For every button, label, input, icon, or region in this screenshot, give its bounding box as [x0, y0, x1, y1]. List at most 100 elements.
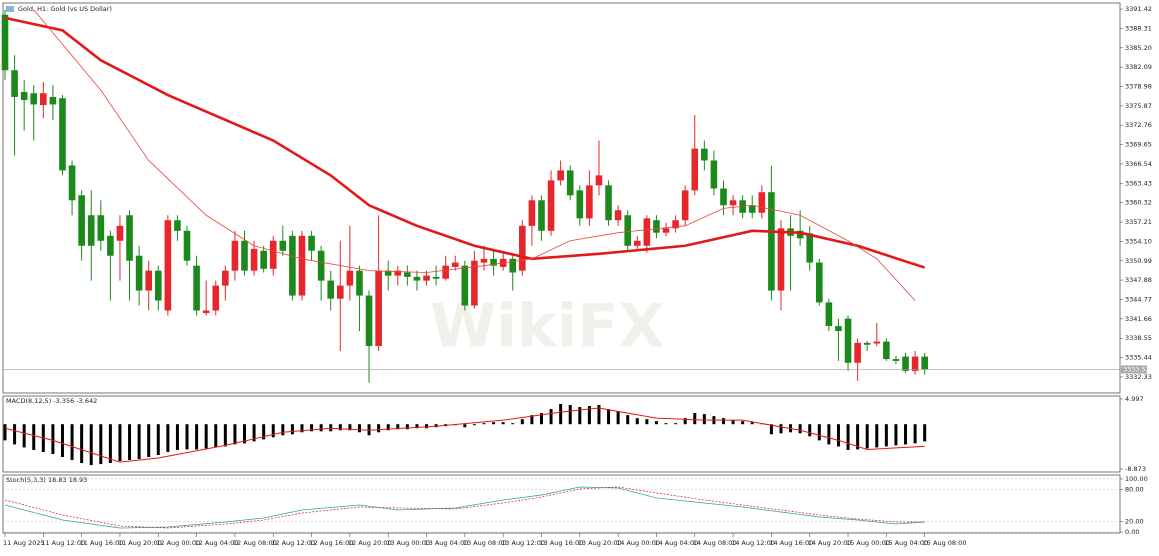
candle-body	[413, 276, 421, 281]
indicator-line	[4, 486, 925, 529]
candle-body	[480, 258, 488, 263]
indicator-line	[4, 16, 926, 269]
macd-bar	[405, 424, 409, 430]
macd-bar	[329, 424, 333, 432]
macd-bar	[875, 424, 879, 448]
x-tick-label: 14 Aug 04:00	[654, 539, 698, 547]
macd-bar	[702, 414, 706, 425]
macd-bar	[654, 421, 658, 425]
stoch-panel	[2, 474, 1121, 534]
candle-body	[11, 70, 18, 97]
candle-body	[356, 270, 363, 296]
y-tick-label: 3350.99	[1125, 257, 1152, 265]
x-tick-label: 12 Aug 20:00	[348, 539, 392, 547]
macd-bar	[281, 424, 285, 436]
x-tick-label: 13 Aug 20:00	[578, 539, 622, 547]
macd-bar	[415, 424, 419, 429]
candle-body	[796, 230, 804, 239]
candle-body	[154, 270, 162, 301]
macd-bar	[128, 424, 132, 461]
candle-body	[231, 240, 239, 271]
candle-body	[528, 200, 536, 226]
x-tick-label: 12 Aug 12:00	[271, 539, 315, 547]
macd-bar	[578, 407, 582, 425]
candle-body	[614, 210, 622, 221]
candle-body	[423, 275, 430, 281]
candle-body	[701, 148, 708, 161]
candle-body	[337, 285, 344, 299]
candle-body	[394, 270, 402, 276]
macd-bar	[223, 424, 227, 447]
macd-bar	[386, 424, 390, 431]
indicator-line	[4, 407, 925, 463]
candle-body	[202, 310, 210, 313]
candle-body	[20, 91, 28, 101]
candle-body	[375, 270, 382, 346]
candle-body	[471, 260, 478, 306]
candle-body	[193, 265, 200, 311]
macd-bar	[166, 424, 170, 452]
candle-body	[49, 96, 57, 105]
macd-bar	[377, 424, 381, 433]
x-tick-label: 14 Aug 08:00	[693, 539, 737, 547]
macd-bar	[214, 424, 218, 448]
macd-bar	[769, 424, 773, 435]
y-tick-label: 3360.32	[1125, 199, 1152, 207]
indicator-line	[4, 486, 925, 529]
candle-body	[30, 93, 38, 105]
macd-bar	[319, 424, 323, 432]
candle-body	[691, 148, 699, 191]
y-tick-label: 3347.88	[1125, 276, 1152, 284]
candle-body	[624, 215, 631, 246]
y-tick-label: 3344.77	[1125, 295, 1152, 303]
macd-bar	[741, 421, 745, 425]
candle-body	[116, 225, 124, 241]
candle-body	[107, 235, 114, 256]
y-tick-label: 3388.31	[1125, 24, 1152, 32]
macd-bar	[137, 424, 141, 460]
macd-bar	[511, 423, 515, 425]
macd-bar	[32, 424, 36, 450]
macd-bar	[664, 423, 668, 425]
symbol-icon	[6, 6, 14, 12]
macd-bar	[492, 422, 496, 425]
y-tick-label: 3369.65	[1125, 141, 1152, 149]
candle-body	[404, 272, 411, 277]
macd-bar	[300, 424, 304, 433]
x-tick-label: 14 Aug 16:00	[769, 539, 813, 547]
candle-body	[576, 190, 584, 219]
macd-bar	[60, 424, 64, 458]
macd-bar	[607, 409, 611, 425]
candle-body	[78, 195, 85, 246]
x-tick-label: 12 Aug 08:00	[233, 539, 277, 547]
candle-body	[595, 175, 603, 186]
macd-bar	[396, 424, 400, 430]
macd-bar	[89, 424, 93, 466]
macd-bar	[51, 424, 55, 454]
candle-body	[40, 93, 47, 106]
macd-bar	[884, 424, 888, 447]
candle-body	[346, 270, 354, 286]
candle-body	[461, 265, 469, 306]
candle-body	[633, 240, 641, 246]
macd-bar	[894, 424, 898, 446]
candle-body	[432, 276, 440, 279]
x-tick-label: 15 Aug 04:00	[884, 539, 928, 547]
macd-bar	[827, 424, 831, 445]
x-tick-label: 12 Aug 16:00	[310, 539, 354, 547]
macd-title: MACD(8,12,5) -3.356 -3.642	[6, 397, 97, 405]
candle-body	[241, 240, 248, 271]
macd-bar	[645, 419, 649, 425]
candle-body	[222, 270, 229, 286]
candle-body	[586, 185, 593, 219]
candle-body	[59, 98, 66, 171]
y-tick-label: 80.00	[1125, 486, 1144, 494]
macd-bar	[846, 424, 850, 450]
macd-bar	[923, 424, 927, 442]
candle-body	[87, 215, 95, 246]
macd-bar	[808, 424, 812, 437]
macd-bar	[118, 424, 122, 462]
macd-bar	[147, 424, 151, 458]
y-tick-label: 3385.20	[1125, 44, 1152, 52]
candle-body	[490, 258, 497, 266]
